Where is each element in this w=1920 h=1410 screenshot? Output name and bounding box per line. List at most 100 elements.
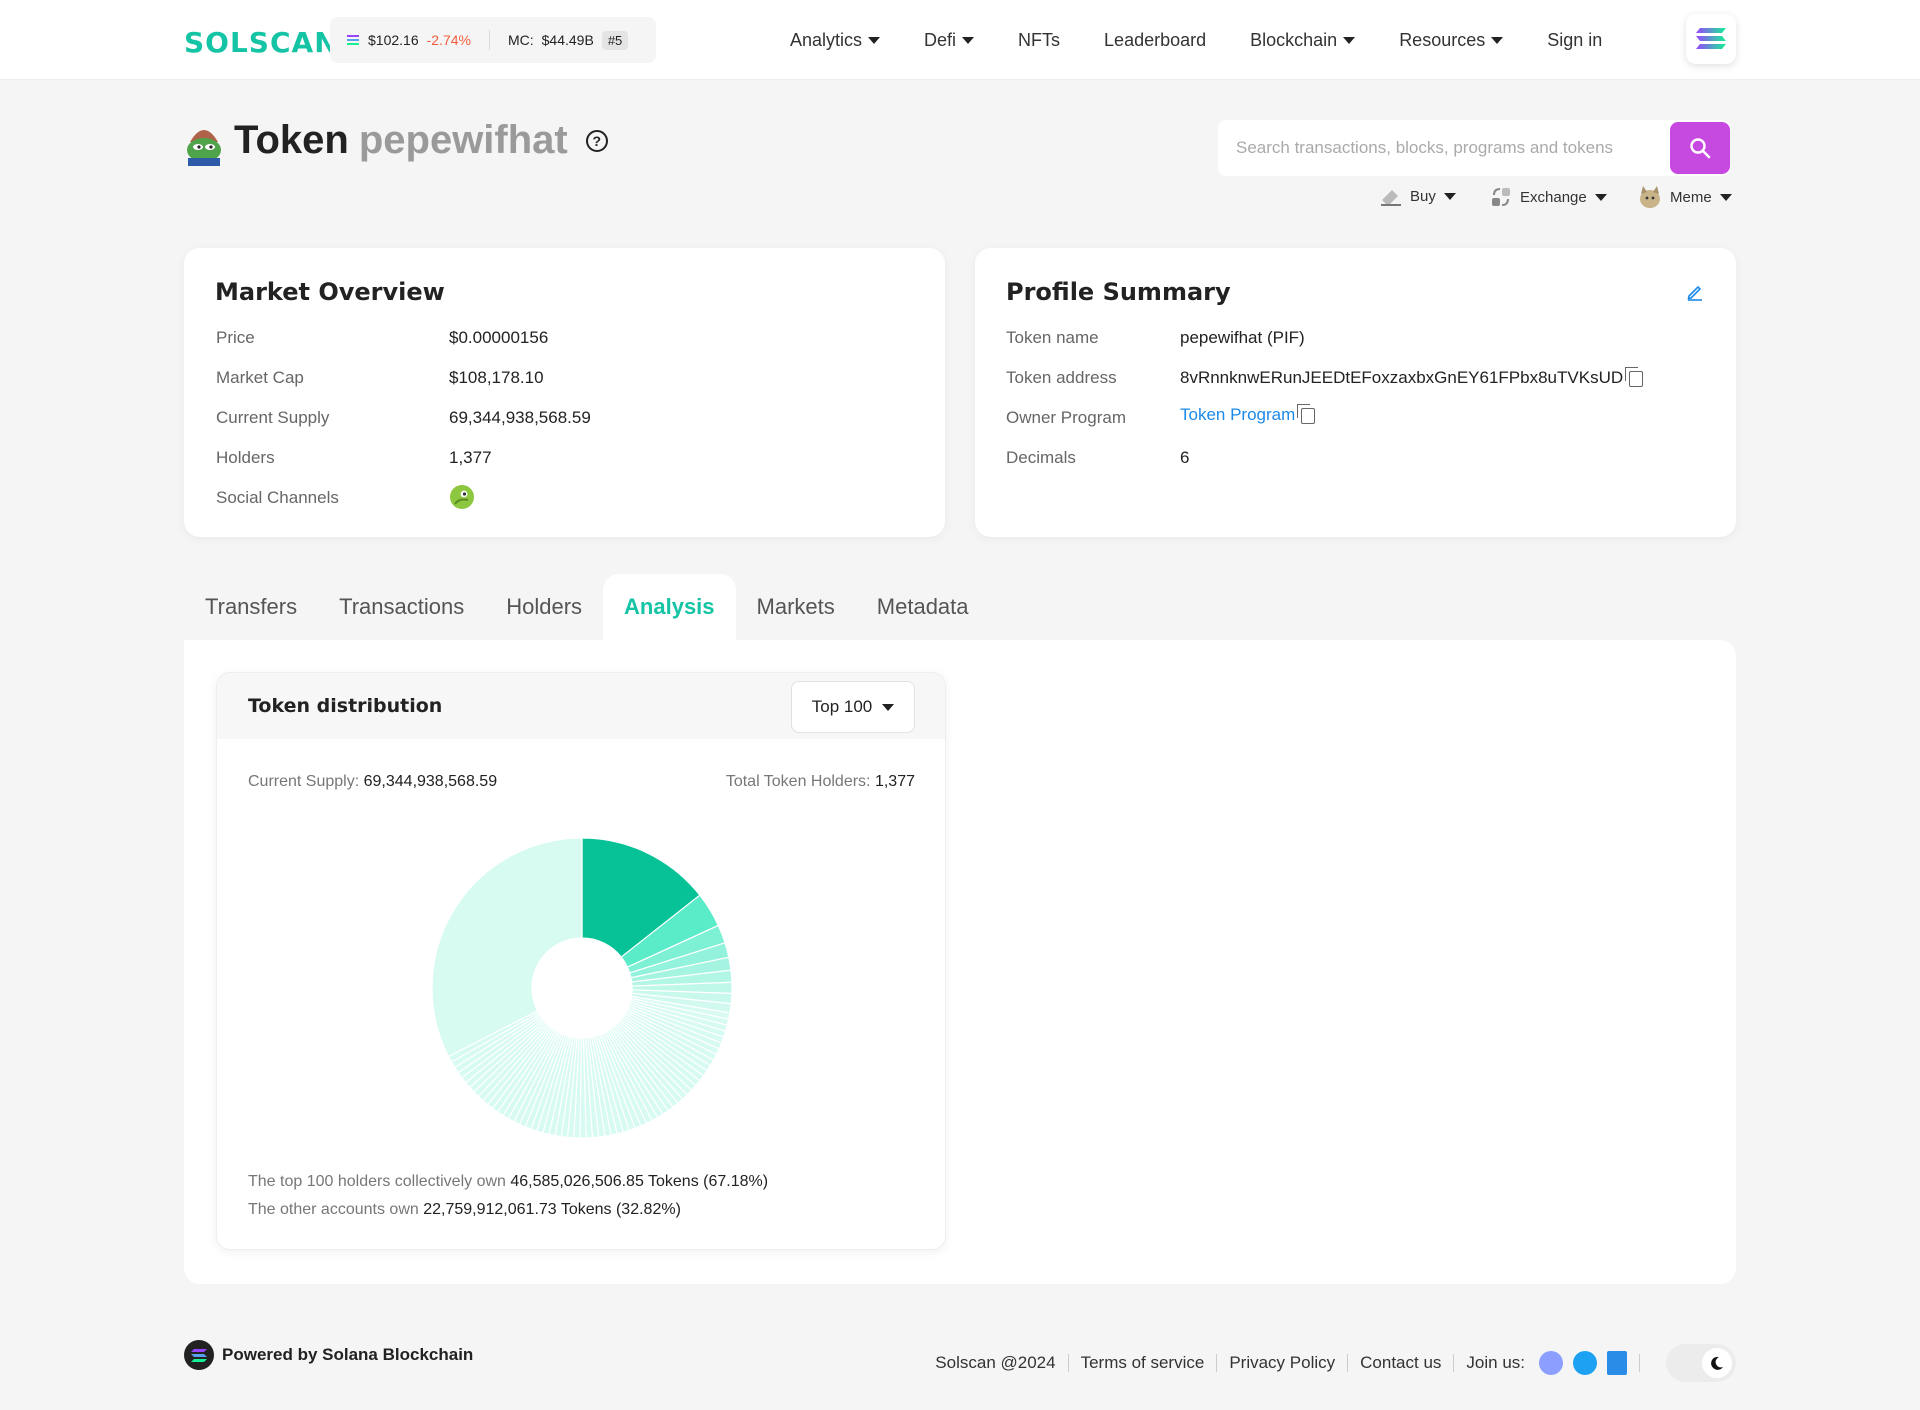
copy-icon[interactable] bbox=[1625, 366, 1644, 387]
search-input[interactable] bbox=[1218, 120, 1666, 176]
current-supply-summary: Current Supply: 69,344,938,568.59 bbox=[248, 773, 497, 791]
decimals-label: Decimals bbox=[1006, 448, 1076, 467]
copy-icon[interactable] bbox=[1297, 403, 1316, 424]
current-supply-value: 69,344,938,568.59 bbox=[449, 408, 591, 427]
nav-blockchain[interactable]: Blockchain bbox=[1228, 30, 1377, 51]
pie-slice[interactable] bbox=[431, 837, 583, 1058]
meme-label: Meme bbox=[1670, 188, 1712, 206]
nav-analytics-label: Analytics bbox=[790, 29, 863, 50]
coingecko-icon[interactable] bbox=[449, 484, 475, 510]
distribution-header: Token distribution Top 100 bbox=[217, 673, 945, 739]
token-tabs: Transfers Transactions Holders Analysis … bbox=[184, 574, 990, 640]
title-prefix: Token bbox=[234, 118, 349, 162]
meme-dropdown[interactable]: Meme bbox=[1638, 186, 1732, 208]
token-address-value[interactable]: 8vRnnknwERunJEEDtEFoxzaxbxGnEY61FPbx8uTV… bbox=[1180, 368, 1624, 387]
holders-summary-label: Total Token Holders: bbox=[725, 773, 871, 790]
token-address-label: Token address bbox=[1006, 368, 1117, 387]
solana-icon bbox=[184, 1340, 214, 1370]
rank-badge: #5 bbox=[601, 30, 629, 50]
owner-program-label: Owner Program bbox=[1006, 408, 1126, 427]
pie-slice[interactable] bbox=[581, 837, 701, 958]
profile-summary-card: Profile Summary Token name pepewifhat (P… bbox=[975, 248, 1736, 537]
solana-menu-button[interactable] bbox=[1686, 14, 1736, 64]
chevron-down-icon bbox=[1343, 36, 1356, 44]
search-icon bbox=[1690, 138, 1711, 159]
pepe-token-icon bbox=[187, 130, 221, 166]
nav-blockchain-label: Blockchain bbox=[1250, 29, 1338, 50]
discord-icon[interactable] bbox=[1539, 1351, 1563, 1375]
holders-summary-value: 1,377 bbox=[874, 773, 915, 790]
tab-metadata[interactable]: Metadata bbox=[876, 594, 969, 619]
tab-transactions[interactable]: Transactions bbox=[339, 594, 465, 619]
footer-divider bbox=[1453, 1354, 1455, 1372]
social-channels-label: Social Channels bbox=[216, 488, 339, 507]
token-name-value: pepewifhat (PIF) bbox=[1180, 328, 1305, 347]
distribution-pie-chart[interactable] bbox=[417, 823, 747, 1153]
footer-divider bbox=[1216, 1354, 1218, 1372]
tab-transfers[interactable]: Transfers bbox=[205, 594, 298, 619]
token-name-label: Token name bbox=[1006, 328, 1099, 347]
footer-links: Solscan @2024 Terms of service Privacy P… bbox=[935, 1344, 1736, 1382]
top-holders-text-prefix: The top 100 holders collectively own bbox=[248, 1173, 506, 1190]
market-cap-value: $108,178.10 bbox=[449, 368, 544, 387]
nav-nfts[interactable]: NFTs bbox=[996, 30, 1082, 51]
top-holders-dropdown[interactable]: Top 100 bbox=[791, 681, 915, 733]
market-cap-label: MC: bbox=[507, 32, 534, 48]
buy-dropdown[interactable]: Buy bbox=[1380, 186, 1456, 206]
medium-icon[interactable] bbox=[1607, 1351, 1627, 1375]
nav-resources[interactable]: Resources bbox=[1377, 30, 1525, 51]
contact-link[interactable]: Contact us bbox=[1360, 1353, 1442, 1372]
current-supply-label: Current Supply bbox=[216, 408, 330, 427]
exchange-icon bbox=[1492, 188, 1510, 206]
market-cap-value: $44.49B bbox=[541, 32, 594, 48]
decimals-value: 6 bbox=[1180, 448, 1190, 467]
token-program-link[interactable]: Token Program bbox=[1180, 405, 1296, 424]
supply-summary-label: Current Supply: bbox=[248, 773, 360, 790]
solana-icon bbox=[1696, 28, 1726, 49]
twitter-icon[interactable] bbox=[1573, 1351, 1597, 1375]
nav-resources-label: Resources bbox=[1399, 29, 1486, 50]
chevron-down-icon bbox=[1443, 192, 1456, 200]
profile-summary-title: Profile Summary bbox=[1006, 278, 1231, 306]
price-value: $0.00000156 bbox=[449, 328, 549, 347]
buy-icon bbox=[1381, 190, 1401, 206]
privacy-link[interactable]: Privacy Policy bbox=[1229, 1353, 1336, 1372]
chevron-down-icon bbox=[868, 36, 881, 44]
chevron-down-icon bbox=[1491, 36, 1504, 44]
top-holders-text-value: 46,585,026,506.85 Tokens (67.18%) bbox=[510, 1173, 769, 1190]
footer-divider bbox=[1347, 1354, 1349, 1372]
market-cap-label: Market Cap bbox=[216, 368, 304, 387]
other-accounts-text-value: 22,759,912,061.73 Tokens (32.82%) bbox=[423, 1201, 681, 1218]
main-nav: Analytics Defi NFTs Leaderboard Blockcha… bbox=[768, 0, 1624, 80]
footer-divider bbox=[1639, 1354, 1640, 1372]
tab-holders[interactable]: Holders bbox=[506, 594, 583, 619]
terms-link[interactable]: Terms of service bbox=[1080, 1353, 1205, 1372]
token-name-title: pepewifhat bbox=[358, 118, 568, 162]
sign-in-link[interactable]: Sign in bbox=[1525, 30, 1624, 51]
nav-analytics[interactable]: Analytics bbox=[768, 30, 902, 51]
tab-analysis[interactable]: Analysis bbox=[603, 574, 736, 640]
powered-by-text: Powered by Solana Blockchain bbox=[222, 1345, 474, 1364]
holders-value: 1,377 bbox=[449, 448, 492, 467]
solana-icon bbox=[347, 35, 359, 45]
owner-program-row: Token Program bbox=[1180, 403, 1316, 425]
help-icon[interactable]: ? bbox=[585, 129, 608, 152]
nav-defi[interactable]: Defi bbox=[902, 30, 996, 51]
nav-leaderboard[interactable]: Leaderboard bbox=[1082, 30, 1228, 51]
token-distribution-card: Token distribution Top 100 Current Suppl… bbox=[216, 672, 946, 1250]
search-button[interactable] bbox=[1670, 122, 1730, 174]
footer-powered-by: Powered by Solana Blockchain bbox=[184, 1340, 473, 1370]
tab-markets[interactable]: Markets bbox=[756, 594, 835, 619]
solscan-logo[interactable]: SOLSCAN bbox=[184, 26, 339, 59]
exchange-dropdown[interactable]: Exchange bbox=[1490, 186, 1607, 208]
edit-icon[interactable] bbox=[1686, 283, 1704, 301]
doge-icon bbox=[1640, 186, 1660, 208]
copyright-link[interactable]: Solscan @2024 bbox=[935, 1353, 1056, 1372]
nav-nfts-label: NFTs bbox=[1018, 29, 1061, 50]
top-holders-text: The top 100 holders collectively own 46,… bbox=[248, 1173, 768, 1191]
page-title: Token pepewifhat ? bbox=[234, 118, 608, 163]
exchange-label: Exchange bbox=[1520, 188, 1587, 206]
moon-icon bbox=[1702, 1348, 1732, 1378]
distribution-title: Token distribution bbox=[248, 695, 443, 717]
dark-mode-toggle[interactable] bbox=[1666, 1344, 1736, 1382]
